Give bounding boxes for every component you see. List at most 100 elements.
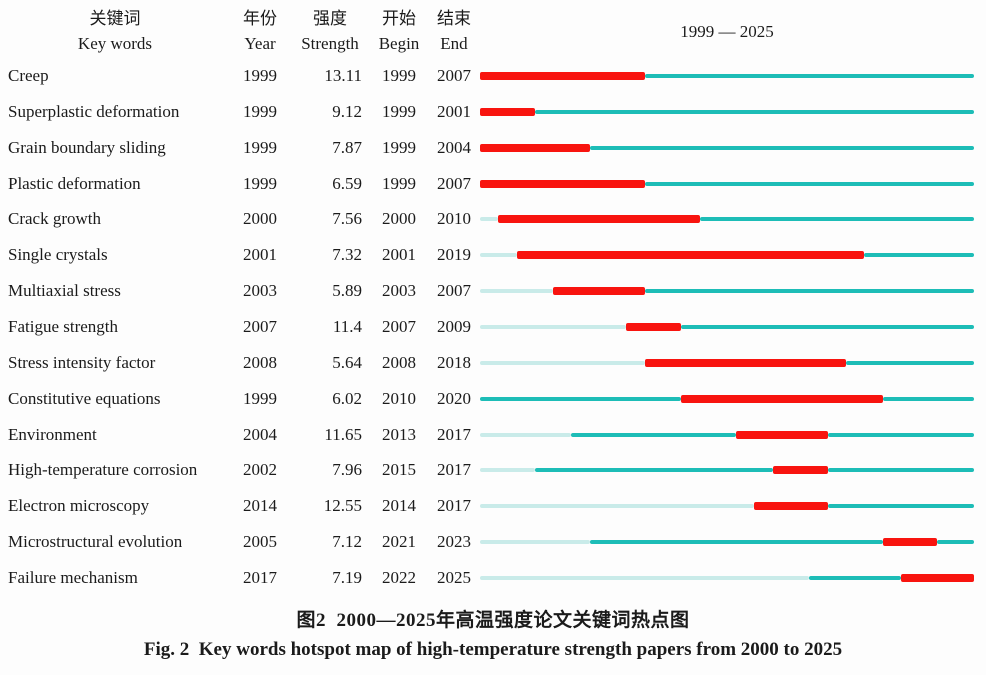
column-header-end-zh: 结束 — [437, 9, 471, 29]
burst-segment — [516, 251, 865, 260]
column-header-strength-zh: 强度 — [313, 9, 347, 29]
strength-cell: 11.4 — [332, 316, 362, 336]
timeline-bar — [480, 417, 974, 453]
caption-zh: 图2 2000—2025年高温强度论文关键词热点图 — [296, 609, 690, 631]
table-row: High-temperature corrosion 2002 7.96 2015 20… — [0, 452, 986, 488]
column-header-end: 结束 End — [428, 7, 480, 56]
begin-cell: 2022 — [382, 567, 416, 587]
table-row: Grain boundary sliding 1999 7.87 1999 2004 — [0, 130, 986, 166]
year-cell: 1999 — [243, 173, 277, 193]
inactive-segment — [480, 253, 517, 258]
end-cell: 2017 — [437, 460, 471, 480]
timeline-bar — [480, 309, 974, 345]
timeline-bar — [480, 58, 974, 94]
column-header-strength-en: Strength — [301, 34, 359, 53]
timeline-bar — [480, 452, 974, 488]
column-header-keywords-zh: 关键词 — [89, 9, 141, 29]
burst-segment — [498, 215, 700, 224]
column-header-year-en: Year — [244, 34, 276, 53]
burst-segment — [626, 322, 682, 331]
table-row: Multiaxial stress 2003 5.89 2003 2007 — [0, 273, 986, 309]
strength-cell: 7.19 — [332, 567, 362, 587]
timeline-bar — [480, 237, 974, 273]
column-header-keywords-en: Key words — [77, 34, 153, 53]
end-cell: 2017 — [437, 496, 471, 516]
strength-cell: 7.12 — [332, 532, 362, 552]
strength-cell: 6.59 — [332, 173, 362, 193]
table-row: Single crystals 2001 7.32 2001 2019 — [0, 237, 986, 273]
active-segment — [534, 468, 773, 473]
year-cell: 2004 — [243, 424, 277, 444]
timeline-bar — [480, 488, 974, 524]
begin-cell: 2008 — [382, 352, 416, 372]
begin-cell: 2007 — [382, 316, 416, 336]
timeline-bar — [480, 345, 974, 381]
year-cell: 1999 — [243, 101, 277, 121]
inactive-segment — [480, 504, 755, 509]
year-cell: 2008 — [243, 352, 277, 372]
burst-segment — [480, 143, 590, 152]
timeline-header: 1999 — 2025 — [480, 6, 974, 58]
inactive-segment — [480, 432, 572, 437]
keyword-cell: Stress intensity factor — [8, 352, 156, 372]
active-segment — [882, 396, 974, 401]
inactive-segment — [480, 540, 590, 545]
begin-cell: 2000 — [382, 209, 416, 229]
year-cell: 1999 — [243, 388, 277, 408]
strength-cell: 7.96 — [332, 460, 362, 480]
keyword-cell: Single crystals — [8, 245, 108, 265]
active-segment — [699, 217, 974, 222]
begin-cell: 1999 — [382, 137, 416, 157]
inactive-segment — [480, 324, 627, 329]
end-cell: 2018 — [437, 352, 471, 372]
column-header-end-en: End — [440, 34, 468, 53]
table-header: 关键词 Key words 年份 Year 强度 Strength 开始 Beg… — [0, 6, 986, 58]
begin-cell: 1999 — [382, 65, 416, 85]
inactive-segment — [480, 360, 645, 365]
active-segment — [644, 289, 974, 294]
active-segment — [589, 145, 974, 150]
keyword-cell: Electron microscopy — [8, 496, 150, 516]
year-cell: 1999 — [243, 137, 277, 157]
column-header-begin-zh: 开始 — [382, 9, 416, 29]
timeline-bar — [480, 560, 974, 596]
keyword-cell: Multiaxial stress — [8, 281, 121, 301]
keyword-cell: Creep — [8, 65, 49, 85]
table-row: Fatigue strength 2007 11.4 2007 2009 — [0, 309, 986, 345]
year-cell: 2007 — [243, 316, 277, 336]
table-row: Creep 1999 13.11 1999 2007 — [0, 58, 986, 94]
inactive-segment — [480, 575, 810, 580]
strength-cell: 9.12 — [332, 101, 362, 121]
end-cell: 2017 — [437, 424, 471, 444]
strength-cell: 5.64 — [332, 352, 362, 372]
table-row: Superplastic deformation 1999 9.12 1999 2001 — [0, 94, 986, 130]
keyword-cell: Failure mechanism — [8, 567, 138, 587]
end-cell: 2025 — [437, 567, 471, 587]
keyword-cell: Grain boundary sliding — [8, 137, 166, 157]
burst-segment — [754, 502, 828, 511]
timeline-range-label: 1999 — 2025 — [680, 22, 774, 41]
keyword-cell: Crack growth — [8, 209, 102, 229]
burst-segment — [681, 394, 883, 403]
column-header-strength: 强度 Strength — [290, 7, 370, 56]
strength-cell: 13.11 — [324, 65, 362, 85]
end-cell: 2019 — [437, 245, 471, 265]
keyword-cell: Plastic deformation — [8, 173, 141, 193]
active-segment — [644, 181, 974, 186]
year-cell: 2005 — [243, 532, 277, 552]
strength-cell: 11.65 — [324, 424, 362, 444]
end-cell: 2007 — [437, 173, 471, 193]
year-cell: 2017 — [243, 567, 277, 587]
timeline-bar — [480, 166, 974, 202]
year-cell: 2003 — [243, 281, 277, 301]
end-cell: 2023 — [437, 532, 471, 552]
keyword-cell: Environment — [8, 424, 97, 444]
end-cell: 2020 — [437, 388, 471, 408]
begin-cell: 2003 — [382, 281, 416, 301]
table-row: Crack growth 2000 7.56 2000 2010 — [0, 201, 986, 237]
begin-cell: 2001 — [382, 245, 416, 265]
burst-segment — [480, 179, 645, 188]
table-row: Failure mechanism 2017 7.19 2022 2025 — [0, 560, 986, 596]
inactive-segment — [480, 468, 535, 473]
column-header-keywords: 关键词 Key words — [0, 7, 230, 56]
